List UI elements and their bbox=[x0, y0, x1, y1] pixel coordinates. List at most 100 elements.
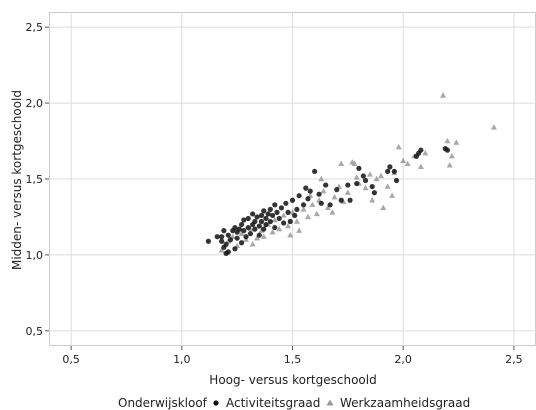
y-axis-label: Midden- versus kortgeschoold bbox=[10, 90, 24, 270]
y-tick-label: 1,5 bbox=[26, 173, 44, 186]
point-werkzaamheidsgraad bbox=[384, 183, 391, 189]
point-werkzaamheidsgraad bbox=[271, 216, 278, 223]
point-activiteitsgraad bbox=[387, 164, 393, 170]
point-werkzaamheidsgraad bbox=[269, 228, 276, 235]
point-werkzaamheidsgraad bbox=[218, 247, 225, 253]
point-activiteitsgraad bbox=[256, 223, 262, 229]
point-activiteitsgraad bbox=[245, 224, 251, 231]
point-activiteitsgraad bbox=[312, 168, 318, 175]
point-activiteitsgraad bbox=[238, 221, 245, 228]
point-werkzaamheidsgraad bbox=[276, 225, 283, 232]
data-points bbox=[205, 92, 497, 256]
x-tick-label: 1,5 bbox=[284, 353, 302, 366]
point-activiteitsgraad bbox=[252, 226, 258, 232]
point-werkzaamheidsgraad bbox=[369, 197, 376, 203]
point-werkzaamheidsgraad bbox=[300, 206, 307, 212]
point-activiteitsgraad bbox=[238, 240, 245, 246]
point-activiteitsgraad bbox=[256, 232, 262, 238]
point-activiteitsgraad bbox=[243, 234, 249, 240]
point-werkzaamheidsgraad bbox=[238, 230, 245, 236]
x-axis-label: Hoog- versus kortgeschoold bbox=[209, 373, 376, 387]
point-activiteitsgraad bbox=[327, 202, 333, 208]
point-werkzaamheidsgraad bbox=[249, 241, 256, 247]
point-werkzaamheidsgraad bbox=[304, 213, 311, 220]
point-activiteitsgraad bbox=[269, 212, 276, 219]
point-activiteitsgraad bbox=[267, 218, 273, 225]
point-activiteitsgraad bbox=[274, 209, 280, 215]
point-werkzaamheidsgraad bbox=[338, 160, 345, 167]
point-werkzaamheidsgraad bbox=[417, 163, 424, 170]
point-werkzaamheidsgraad bbox=[280, 212, 287, 218]
legend-marker-werkzaamheidsgraad bbox=[326, 399, 334, 406]
legend-label-activiteitsgraad: Activiteitsgraad bbox=[226, 396, 320, 410]
legend: Onderwijskloof Activiteitsgraad Werkzaam… bbox=[118, 396, 470, 410]
point-activiteitsgraad bbox=[265, 211, 271, 217]
point-werkzaamheidsgraad bbox=[366, 171, 373, 177]
point-werkzaamheidsgraad bbox=[293, 218, 300, 224]
point-werkzaamheidsgraad bbox=[260, 233, 267, 239]
point-activiteitsgraad bbox=[283, 200, 289, 206]
point-activiteitsgraad bbox=[247, 231, 254, 237]
point-werkzaamheidsgraad bbox=[373, 175, 380, 182]
point-activiteitsgraad bbox=[292, 212, 298, 219]
point-activiteitsgraad bbox=[385, 168, 391, 175]
point-werkzaamheidsgraad bbox=[362, 184, 369, 191]
point-activiteitsgraad bbox=[272, 224, 278, 231]
point-activiteitsgraad bbox=[334, 187, 340, 193]
point-activiteitsgraad bbox=[356, 165, 362, 171]
point-activiteitsgraad bbox=[250, 211, 256, 217]
point-activiteitsgraad bbox=[258, 218, 265, 225]
point-werkzaamheidsgraad bbox=[444, 137, 451, 144]
point-werkzaamheidsgraad bbox=[324, 204, 331, 211]
point-activiteitsgraad bbox=[227, 237, 234, 243]
legend-marker-activiteitsgraad bbox=[213, 400, 219, 406]
point-activiteitsgraad bbox=[225, 249, 231, 255]
point-werkzaamheidsgraad bbox=[453, 139, 460, 145]
point-activiteitsgraad bbox=[236, 226, 242, 232]
point-activiteitsgraad bbox=[391, 168, 397, 175]
point-activiteitsgraad bbox=[225, 232, 231, 238]
y-tick-label: 2,0 bbox=[26, 97, 44, 110]
point-activiteitsgraad bbox=[267, 206, 273, 212]
point-activiteitsgraad bbox=[281, 220, 287, 226]
point-activiteitsgraad bbox=[289, 197, 296, 203]
point-activiteitsgraad bbox=[354, 180, 360, 187]
point-activiteitsgraad bbox=[305, 196, 311, 202]
y-tick-label: 2,5 bbox=[26, 21, 44, 34]
point-activiteitsgraad bbox=[318, 200, 324, 206]
point-activiteitsgraad bbox=[234, 235, 240, 241]
point-werkzaamheidsgraad bbox=[440, 92, 447, 98]
point-werkzaamheidsgraad bbox=[285, 222, 292, 229]
point-werkzaamheidsgraad bbox=[254, 235, 261, 241]
point-activiteitsgraad bbox=[393, 177, 400, 184]
point-activiteitsgraad bbox=[219, 234, 225, 240]
x-tick-label: 1,0 bbox=[173, 353, 191, 366]
point-activiteitsgraad bbox=[261, 226, 267, 232]
point-activiteitsgraad bbox=[241, 228, 247, 234]
point-werkzaamheidsgraad bbox=[287, 231, 294, 238]
point-werkzaamheidsgraad bbox=[329, 209, 336, 215]
point-werkzaamheidsgraad bbox=[395, 143, 402, 150]
point-activiteitsgraad bbox=[263, 221, 269, 228]
point-activiteitsgraad bbox=[278, 205, 285, 211]
point-werkzaamheidsgraad bbox=[446, 162, 453, 168]
tick-labels: 0,5 1,0 1,5 2,0 2,5 0,5 1,0 1,5 2,0 2,5 bbox=[26, 21, 523, 366]
point-activiteitsgraad bbox=[303, 185, 309, 191]
point-activiteitsgraad bbox=[214, 234, 220, 240]
point-activiteitsgraad bbox=[418, 147, 424, 153]
legend-title: Onderwijskloof bbox=[118, 396, 208, 410]
point-activiteitsgraad bbox=[258, 212, 265, 219]
point-werkzaamheidsgraad bbox=[378, 172, 385, 179]
point-activiteitsgraad bbox=[232, 224, 238, 231]
point-werkzaamheidsgraad bbox=[313, 210, 320, 217]
point-activiteitsgraad bbox=[345, 182, 351, 188]
point-activiteitsgraad bbox=[205, 238, 211, 244]
point-activiteitsgraad bbox=[300, 202, 307, 208]
point-activiteitsgraad bbox=[307, 188, 313, 194]
point-activiteitsgraad bbox=[261, 208, 267, 214]
point-activiteitsgraad bbox=[232, 246, 238, 252]
point-activiteitsgraad bbox=[338, 197, 344, 203]
point-werkzaamheidsgraad bbox=[448, 153, 455, 159]
point-activiteitsgraad bbox=[296, 193, 302, 199]
